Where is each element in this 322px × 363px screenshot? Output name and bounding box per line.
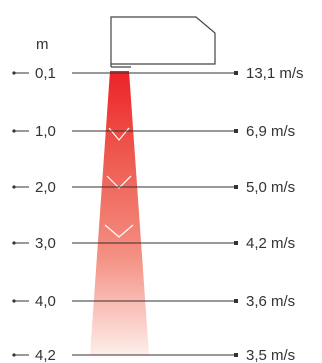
row-marker-right <box>234 241 238 245</box>
row-marker-right <box>234 129 238 133</box>
flow-arrow <box>104 224 134 238</box>
measurement-row: 4,0 3,6 m/s <box>12 293 295 310</box>
distance-label: 1,0 <box>35 123 56 140</box>
distance-label: 4,0 <box>35 293 56 310</box>
air-outlet-unit-icon <box>110 16 216 68</box>
distance-unit-label: m <box>36 36 49 53</box>
row-marker-right <box>234 71 238 75</box>
row-marker-right <box>234 299 238 303</box>
air-jet-cone <box>90 71 149 355</box>
velocity-label: 3,5 m/s <box>246 347 295 363</box>
flow-arrow <box>106 175 132 189</box>
distance-label: 3,0 <box>35 235 56 252</box>
velocity-label: 13,1 m/s <box>246 65 304 82</box>
measurement-rows: 0,1 13,1 m/s 1,0 6,9 m/s 2,0 5,0 m/s 3,0 <box>12 65 304 363</box>
flow-arrow <box>108 127 130 141</box>
distance-label: 0,1 <box>35 65 56 82</box>
distance-label: 2,0 <box>35 179 56 196</box>
row-marker-right <box>234 185 238 189</box>
measurement-row: 1,0 6,9 m/s <box>12 123 295 140</box>
velocity-label: 4,2 m/s <box>246 235 295 252</box>
measurement-row: 0,1 13,1 m/s <box>12 65 304 82</box>
measurement-row: 4,2 3,5 m/s <box>12 347 295 363</box>
velocity-label: 5,0 m/s <box>246 179 295 196</box>
measurement-row: 3,0 4,2 m/s <box>12 235 295 252</box>
row-marker-right <box>234 353 238 357</box>
velocity-label: 3,6 m/s <box>246 293 295 310</box>
velocity-label: 6,9 m/s <box>246 123 295 140</box>
flow-direction-arrows <box>104 127 134 238</box>
measurement-row: 2,0 5,0 m/s <box>12 179 295 196</box>
distance-label: 4,2 <box>35 347 56 363</box>
